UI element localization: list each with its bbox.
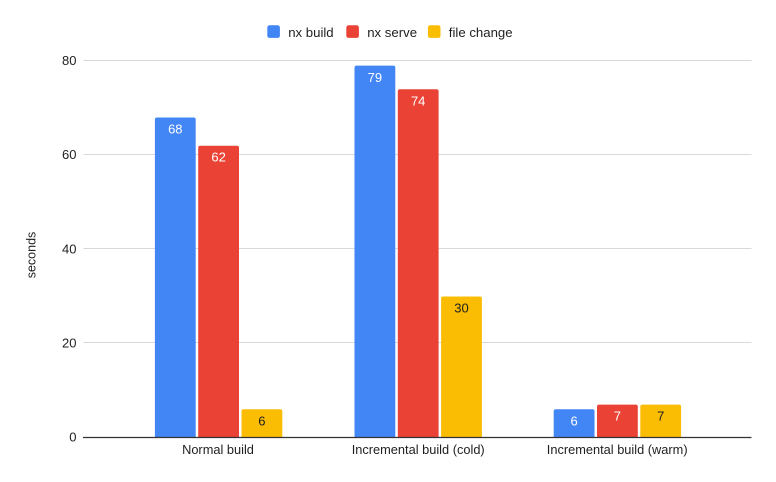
svg-text:nx build: nx build xyxy=(288,25,333,40)
svg-text:6: 6 xyxy=(570,413,577,428)
svg-text:74: 74 xyxy=(411,93,425,108)
svg-text:Incremental build (warm): Incremental build (warm) xyxy=(547,442,688,457)
svg-text:20: 20 xyxy=(62,335,76,350)
svg-text:nx serve: nx serve xyxy=(367,25,417,40)
svg-text:80: 80 xyxy=(62,53,76,68)
svg-text:file change: file change xyxy=(449,25,513,40)
svg-text:68: 68 xyxy=(168,122,182,137)
svg-text:0: 0 xyxy=(69,430,76,445)
svg-text:30: 30 xyxy=(454,301,468,316)
svg-text:6: 6 xyxy=(258,413,265,428)
svg-text:7: 7 xyxy=(657,409,664,424)
svg-text:40: 40 xyxy=(62,241,76,256)
svg-text:60: 60 xyxy=(62,147,76,162)
svg-text:7: 7 xyxy=(614,409,621,424)
svg-text:Incremental build (cold): Incremental build (cold) xyxy=(352,442,485,457)
svg-text:79: 79 xyxy=(368,70,382,85)
svg-text:seconds: seconds xyxy=(24,232,38,279)
svg-text:62: 62 xyxy=(211,150,225,165)
svg-text:Normal build: Normal build xyxy=(182,442,254,457)
